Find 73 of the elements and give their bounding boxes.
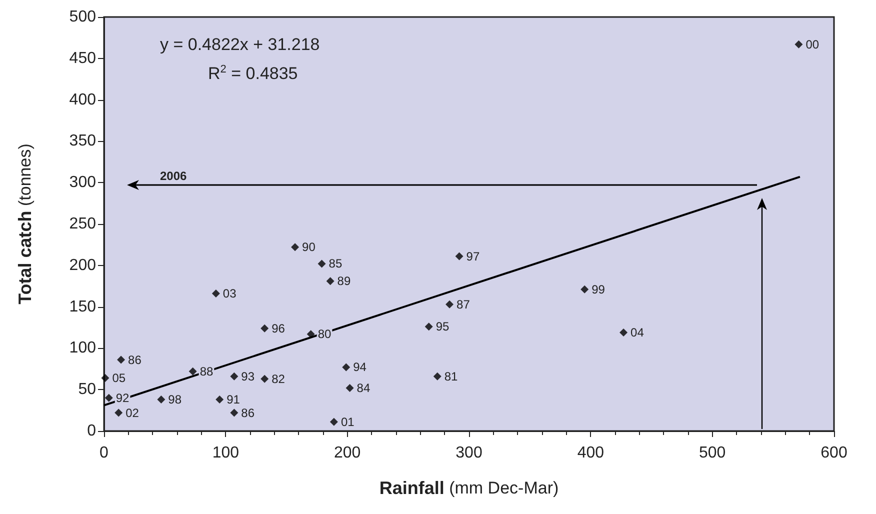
x-tick-label: 300 xyxy=(456,444,482,462)
annotation: y = 0.4822x + 31.218 xyxy=(160,35,320,54)
annotation: 85 xyxy=(328,256,342,271)
x-tick-label: 0 xyxy=(100,444,109,462)
point xyxy=(230,408,238,417)
annotation: 80 xyxy=(318,327,332,342)
x-axis-title: Rainfall (mm Dec-Mar) xyxy=(379,478,559,498)
annotation: 99 xyxy=(592,282,606,296)
y-axis-title: Total catch (tonnes) xyxy=(15,144,35,304)
point xyxy=(346,384,354,392)
annotation: 93 xyxy=(241,369,255,384)
annotation: 92 xyxy=(116,390,130,405)
point xyxy=(230,372,238,380)
point xyxy=(291,243,300,252)
annotation: 86 xyxy=(241,406,255,420)
annotation: 90 xyxy=(302,240,316,254)
point xyxy=(260,374,269,383)
point xyxy=(620,328,628,336)
y-tick-label: 350 xyxy=(69,132,96,150)
annotation: 82 xyxy=(272,372,286,386)
annotation: 86 xyxy=(128,352,142,367)
x-tick-label: 100 xyxy=(212,444,240,462)
annotation: 00 xyxy=(806,37,820,52)
point xyxy=(117,356,126,364)
point xyxy=(433,372,442,380)
point xyxy=(114,408,123,417)
annotation: 95 xyxy=(436,320,450,334)
point xyxy=(216,396,224,404)
annotation: 03 xyxy=(222,286,237,301)
annotation: 89 xyxy=(337,274,351,288)
y-tick-label: 500 xyxy=(69,8,96,26)
annotation: 04 xyxy=(630,325,644,340)
point xyxy=(446,300,454,308)
point xyxy=(318,260,326,268)
point xyxy=(580,285,589,294)
point xyxy=(188,367,197,376)
x-tick-label: 200 xyxy=(334,444,361,462)
annotation: 84 xyxy=(356,380,370,395)
annotation: 94 xyxy=(353,360,367,374)
point xyxy=(342,363,350,372)
y-tick-label: 400 xyxy=(69,91,96,108)
annotation: 96 xyxy=(272,321,286,336)
annotation: 97 xyxy=(466,249,480,264)
point xyxy=(104,394,113,402)
y-tick-label: 0 xyxy=(87,422,96,440)
point xyxy=(330,418,338,426)
x-tick-label: 500 xyxy=(698,444,726,462)
annotation: 81 xyxy=(444,369,458,384)
x-tick-label: 400 xyxy=(577,444,604,462)
annotation: 2006 xyxy=(160,169,188,183)
annotation: 88 xyxy=(200,364,214,378)
x-tick-label: 600 xyxy=(820,444,848,462)
annotation: 98 xyxy=(168,392,182,407)
annotation: 91 xyxy=(226,392,240,407)
point xyxy=(260,324,269,332)
point xyxy=(326,277,334,286)
y-tick-label: 100 xyxy=(69,340,96,357)
annotation: 02 xyxy=(126,406,140,420)
annotation: 05 xyxy=(112,371,126,386)
point xyxy=(101,374,110,382)
point xyxy=(424,322,433,331)
y-tick-label: 150 xyxy=(69,298,96,316)
annotation: 01 xyxy=(340,414,355,429)
point xyxy=(157,396,166,404)
point xyxy=(794,40,803,48)
point xyxy=(212,290,220,298)
y-tick-label: 450 xyxy=(69,50,96,67)
y-tick-label: 300 xyxy=(69,174,96,192)
y-tick-label: 200 xyxy=(69,256,96,274)
y-tick-label: 50 xyxy=(78,381,96,398)
y-tick-label: 250 xyxy=(69,216,96,232)
annotation: 87 xyxy=(456,297,470,312)
point xyxy=(455,252,464,260)
